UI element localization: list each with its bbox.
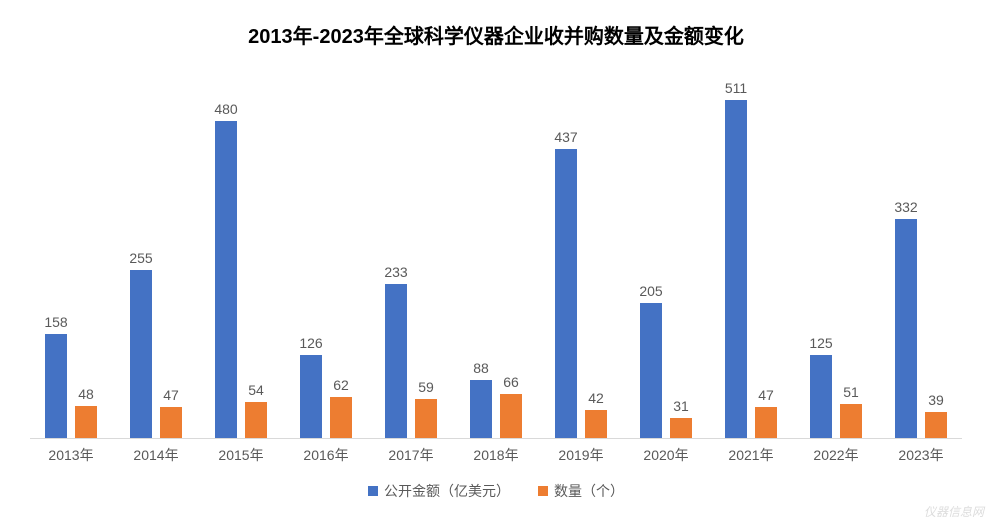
bar: 42 [585, 410, 607, 438]
plot-area: 1584825547480541266223359886643742205315… [30, 69, 962, 439]
bar: 332 [895, 219, 917, 438]
x-axis-label: 2016年 [286, 445, 366, 465]
x-axis-label: 2019年 [541, 445, 621, 465]
bar-group: 8866 [456, 69, 536, 438]
bar-value-label: 59 [406, 379, 446, 395]
x-axis-label: 2023年 [881, 445, 961, 465]
bar: 480 [215, 121, 237, 438]
legend-item: 数量（个） [538, 481, 624, 501]
bar-group: 12662 [286, 69, 366, 438]
bar-value-label: 47 [151, 387, 191, 403]
bar-value-label: 39 [916, 392, 956, 408]
bar-value-label: 255 [121, 250, 161, 266]
bar: 59 [415, 399, 437, 438]
x-axis-label: 2017年 [371, 445, 451, 465]
bar: 47 [160, 407, 182, 438]
bar-group: 15848 [31, 69, 111, 438]
bar: 437 [555, 149, 577, 438]
bar-value-label: 54 [236, 382, 276, 398]
bar: 255 [130, 270, 152, 438]
x-axis-label: 2014年 [116, 445, 196, 465]
bar: 54 [245, 402, 267, 438]
x-axis-label: 2013年 [31, 445, 111, 465]
bar-group: 20531 [626, 69, 706, 438]
bar-value-label: 47 [746, 387, 786, 403]
bar-group: 43742 [541, 69, 621, 438]
bar: 66 [500, 394, 522, 438]
bar-value-label: 332 [886, 199, 926, 215]
x-axis-label: 2018年 [456, 445, 536, 465]
bar: 233 [385, 284, 407, 438]
bar: 48 [75, 406, 97, 438]
bar-value-label: 42 [576, 390, 616, 406]
legend-label: 数量（个） [554, 481, 624, 501]
bar: 47 [755, 407, 777, 438]
x-axis-label: 2022年 [796, 445, 876, 465]
bar: 88 [470, 380, 492, 438]
bar-value-label: 205 [631, 283, 671, 299]
bar-value-label: 233 [376, 264, 416, 280]
chart-container: 2013年-2023年全球科学仪器企业收并购数量及金额变化 1584825547… [0, 0, 992, 526]
bar: 511 [725, 100, 747, 438]
legend-swatch [368, 486, 378, 496]
legend: 公开金额（亿美元） 数量（个） [30, 481, 962, 501]
bar-value-label: 437 [546, 129, 586, 145]
x-axis-label: 2020年 [626, 445, 706, 465]
chart-title: 2013年-2023年全球科学仪器企业收并购数量及金额变化 [30, 20, 962, 49]
bar: 31 [670, 418, 692, 438]
x-axis-label: 2021年 [711, 445, 791, 465]
bar: 205 [640, 303, 662, 438]
x-axis: 2013年2014年2015年2016年2017年2018年2019年2020年… [30, 439, 962, 467]
bar-group: 48054 [201, 69, 281, 438]
bar-group: 51147 [711, 69, 791, 438]
bar: 39 [925, 412, 947, 438]
legend-swatch [538, 486, 548, 496]
bar-value-label: 511 [716, 80, 756, 96]
bar: 62 [330, 397, 352, 438]
legend-label: 公开金额（亿美元） [384, 481, 510, 501]
bar-value-label: 31 [661, 398, 701, 414]
bar-value-label: 126 [291, 335, 331, 351]
legend-item: 公开金额（亿美元） [368, 481, 510, 501]
watermark: 仪器信息网 [924, 503, 984, 520]
bar: 158 [45, 334, 67, 438]
bar-value-label: 62 [321, 377, 361, 393]
bar: 125 [810, 355, 832, 438]
bar-value-label: 480 [206, 101, 246, 117]
bar: 51 [840, 404, 862, 438]
bar-group: 33239 [881, 69, 961, 438]
bar-group: 25547 [116, 69, 196, 438]
x-axis-label: 2015年 [201, 445, 281, 465]
bar-value-label: 125 [801, 335, 841, 351]
bar-value-label: 51 [831, 384, 871, 400]
bar-value-label: 48 [66, 386, 106, 402]
bar-value-label: 158 [36, 314, 76, 330]
bar-group: 12551 [796, 69, 876, 438]
bar: 126 [300, 355, 322, 438]
bar-group: 23359 [371, 69, 451, 438]
bar-value-label: 66 [491, 374, 531, 390]
